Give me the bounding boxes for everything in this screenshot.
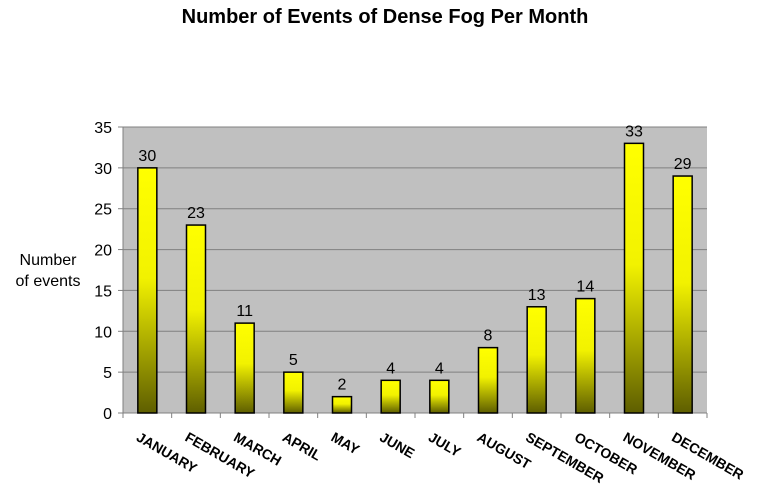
plot-area xyxy=(123,127,707,413)
y-tick-label: 20 xyxy=(94,243,112,260)
x-tick-label: JULY xyxy=(426,429,464,460)
y-axis-label-line-1: Number xyxy=(19,252,77,269)
bar-november xyxy=(623,142,645,414)
bar-september xyxy=(526,306,547,414)
bar-april xyxy=(283,371,304,414)
data-label: 30 xyxy=(138,148,156,165)
data-label: 33 xyxy=(625,123,643,140)
x-tick-label: APRIL xyxy=(280,429,325,464)
y-tick-label: 0 xyxy=(103,406,112,423)
bar-january xyxy=(137,167,158,414)
y-axis-label-line-2: of events xyxy=(15,273,81,290)
x-tick-label: JUNE xyxy=(377,429,417,462)
data-label: 8 xyxy=(484,328,493,345)
data-label: 4 xyxy=(386,360,395,377)
y-tick-label: 10 xyxy=(94,324,112,341)
data-label: 14 xyxy=(576,279,594,296)
bar-may xyxy=(331,395,353,414)
bars xyxy=(137,142,693,414)
y-tick-label: 15 xyxy=(94,283,112,300)
y-axis-label: Number of events xyxy=(4,250,92,292)
data-label: 23 xyxy=(187,205,205,222)
data-label: 11 xyxy=(236,303,253,320)
data-labels: 30 23 11 5 2 4 4 8 13 14 33 29 xyxy=(138,123,691,393)
bar-july xyxy=(429,379,450,414)
data-label: 2 xyxy=(338,377,347,394)
data-label: 4 xyxy=(435,360,444,377)
bar-december xyxy=(672,175,693,414)
bar-march xyxy=(234,322,255,414)
y-tick-label: 30 xyxy=(94,161,112,178)
bar-june xyxy=(380,379,401,414)
data-label: 13 xyxy=(528,287,546,304)
data-label: 29 xyxy=(674,156,692,173)
bar-august xyxy=(477,346,499,414)
gridlines xyxy=(123,126,707,373)
y-tick-label: 5 xyxy=(103,365,112,382)
data-label: 5 xyxy=(289,352,298,369)
chart-title: Number of Events of Dense Fog Per Month xyxy=(181,6,589,28)
y-tick-label: 25 xyxy=(94,202,112,219)
bar-february xyxy=(185,224,207,414)
x-tick-label: AUGUST xyxy=(475,429,535,473)
x-tick-label: MAY xyxy=(329,429,363,458)
y-tick-label: 35 xyxy=(94,120,112,137)
bar-october xyxy=(575,297,596,414)
